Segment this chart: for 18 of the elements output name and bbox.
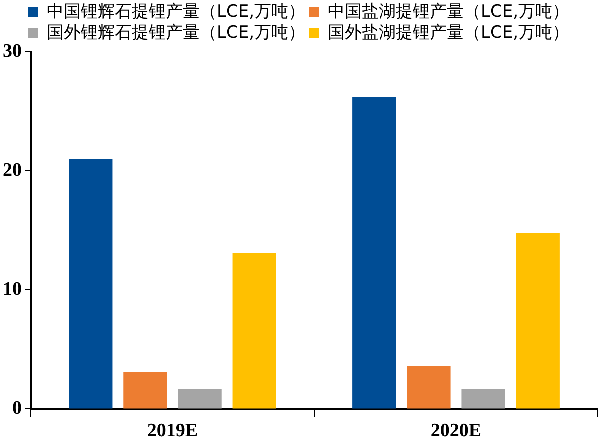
legend-label: 中国盐湖提锂产量（LCE,万吨） <box>328 2 570 22</box>
legend-label: 国外锂辉石提锂产量（LCE,万吨） <box>47 22 306 43</box>
y-tick-label: 30 <box>3 40 22 62</box>
x-tick-label: 2019E <box>147 420 198 442</box>
legend-label: 国外盐湖提锂产量（LCE,万吨） <box>328 22 570 43</box>
bar <box>462 388 506 409</box>
bar <box>178 388 222 409</box>
y-tick-label: 0 <box>12 398 22 420</box>
bar <box>232 253 276 409</box>
bar <box>69 159 113 409</box>
bar <box>516 232 560 409</box>
y-tick-label: 20 <box>3 160 22 181</box>
x-tick-label: 2020E <box>430 420 482 442</box>
bar <box>124 372 168 409</box>
bar <box>407 366 451 409</box>
bar <box>352 97 396 409</box>
legend-label: 中国锂辉石提锂产量（LCE,万吨） <box>47 2 306 22</box>
y-tick-label: 10 <box>3 279 22 300</box>
